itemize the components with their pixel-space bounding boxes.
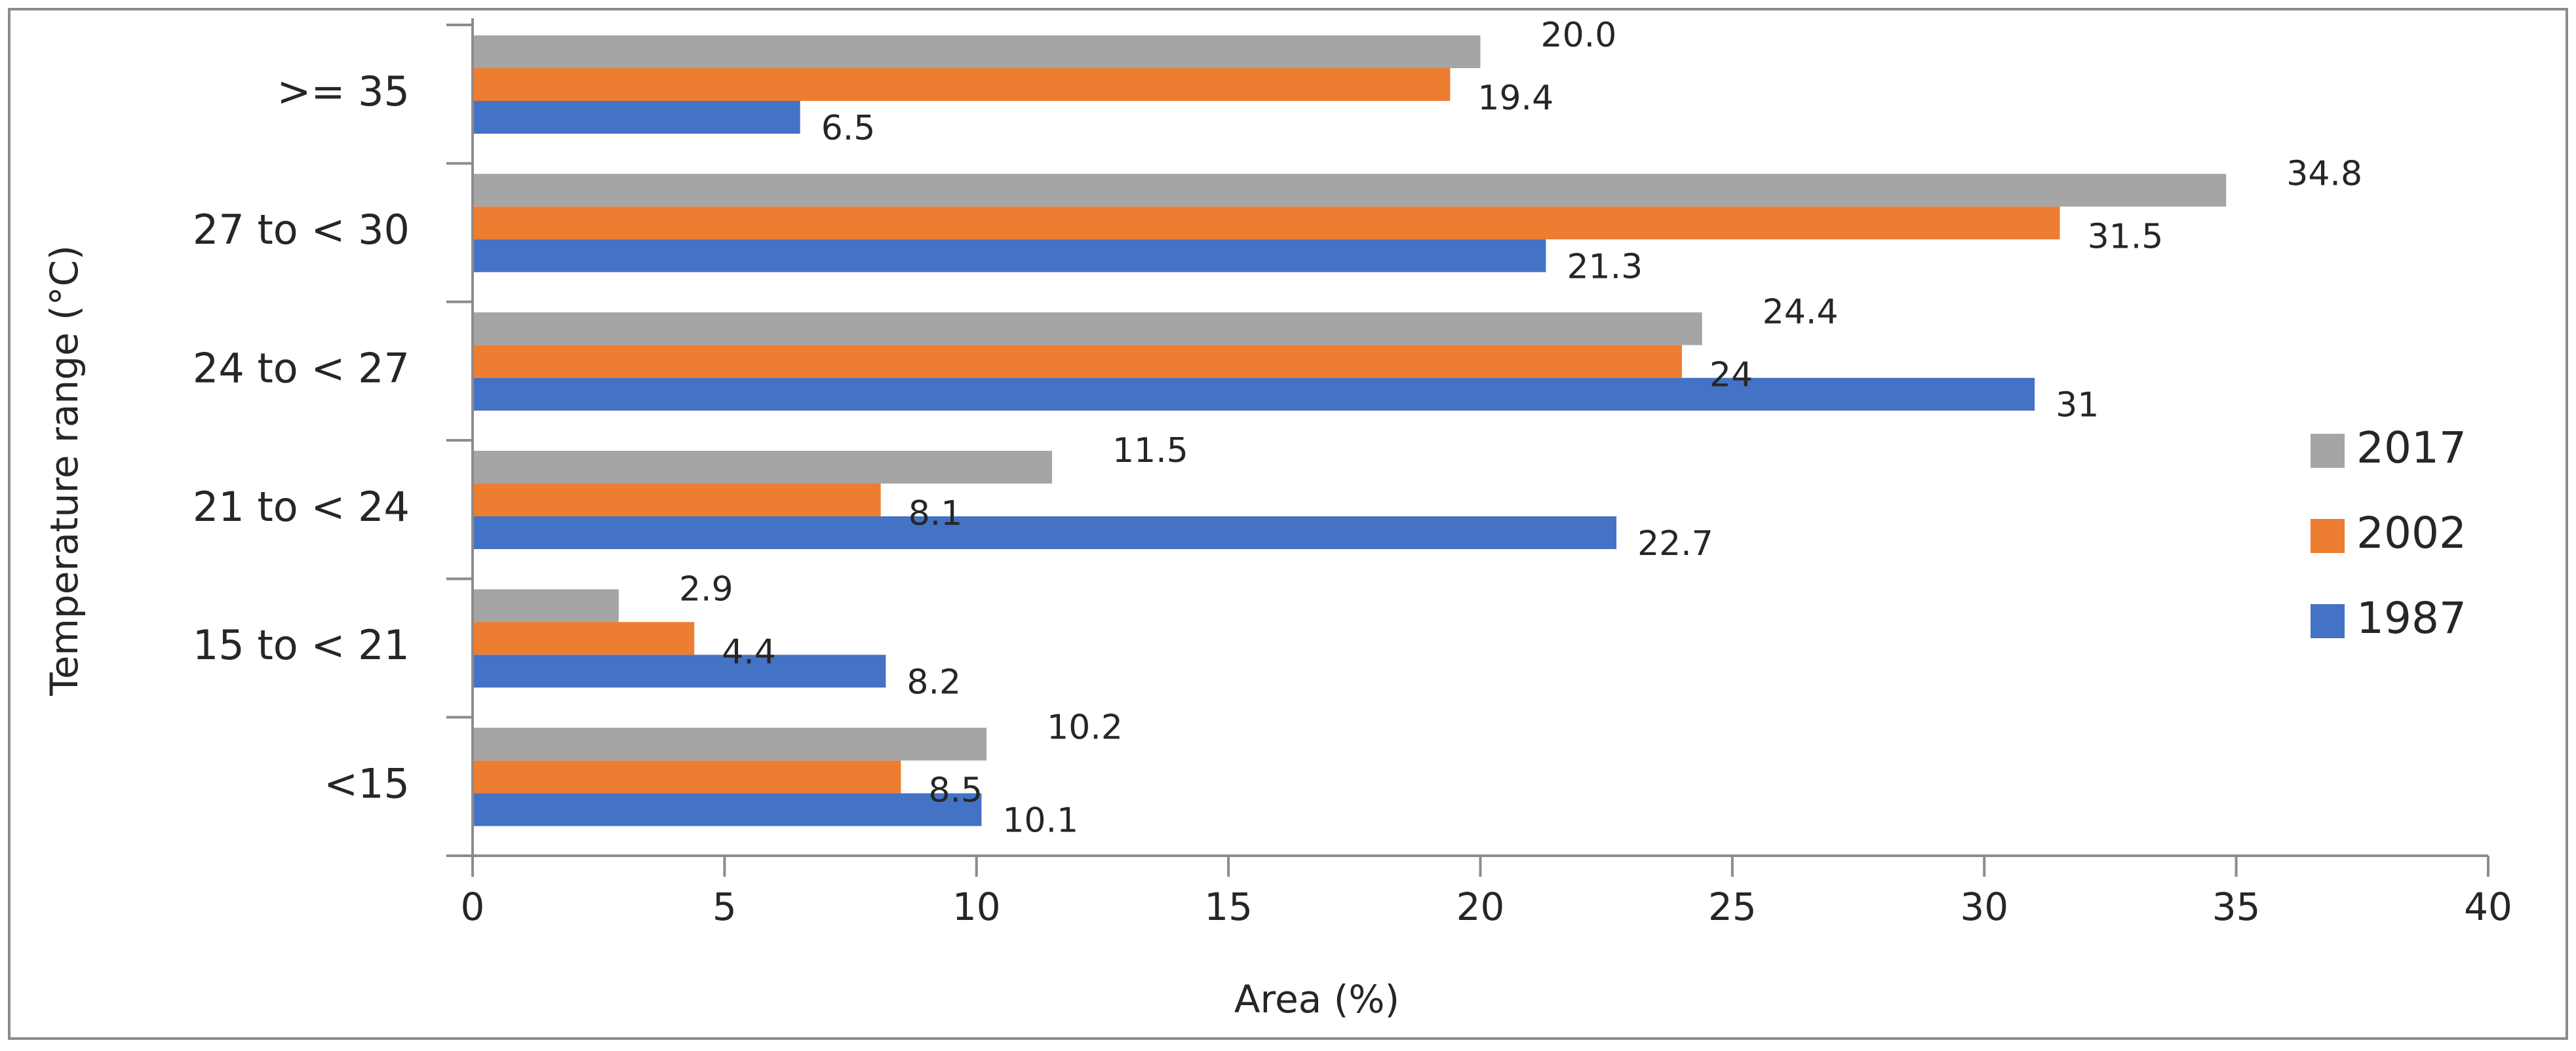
bar-1987-15 <box>473 793 982 826</box>
data-label-1987-21-to-24: 22.7 <box>1637 524 1713 564</box>
x-tick-label-25: 25 <box>1708 885 1757 929</box>
legend-label-2002: 2002 <box>2356 508 2467 558</box>
legend: 2017 2002 1987 <box>2311 423 2467 643</box>
category-label-21-to-24: 21 to < 24 <box>193 483 410 531</box>
data-label-2017-15-to-21: 2.9 <box>679 569 733 609</box>
data-label-2017-15: 10.2 <box>1047 708 1123 748</box>
x-axis-title: Area (%) <box>1234 977 1399 1022</box>
data-label-1987-15-to-21: 8.2 <box>907 662 961 702</box>
bar-2017-27-to-30 <box>473 174 2227 207</box>
x-tick-label-10: 10 <box>952 885 1001 929</box>
legend-swatch-2002 <box>2311 519 2345 553</box>
category-label-24-to-27: 24 to < 27 <box>193 344 410 392</box>
data-label-2002-15-to-21: 4.4 <box>722 632 776 672</box>
bar-2017-35 <box>473 35 1481 68</box>
data-label-2002-21-to-24: 8.1 <box>908 494 963 533</box>
data-label-2017-21-to-24: 11.5 <box>1112 431 1188 470</box>
y-axis-title: Temperature range (°C) <box>42 245 87 697</box>
data-label-2002-27-to-30: 31.5 <box>2088 217 2164 256</box>
bar-2002-15 <box>473 760 901 793</box>
x-tick-label-20: 20 <box>1456 885 1505 929</box>
data-label-1987-24-to-27: 31 <box>2056 386 2099 425</box>
bar-2017-24-to-27 <box>473 312 1702 345</box>
axes-layer <box>446 18 2489 877</box>
bars-layer <box>473 35 2227 826</box>
bar-2002-15-to-21 <box>473 622 695 655</box>
data-label-1987-15: 10.1 <box>1002 801 1078 841</box>
data-label-1987-35: 6.5 <box>821 109 876 148</box>
bar-2002-27-to-30 <box>473 206 2060 240</box>
x-tick-label-5: 5 <box>712 885 737 929</box>
legend-swatch-1987 <box>2311 604 2345 638</box>
data-label-2017-27-to-30: 34.8 <box>2286 154 2362 193</box>
bar-1987-35 <box>473 101 800 134</box>
bar-labels-layer: 20.0 19.4 6.5 34.8 31.5 21.3 24.4 24 31 11.5 8.1 22… <box>679 16 2362 841</box>
bar-2017-21-to-24 <box>473 451 1053 484</box>
data-label-1987-27-to-30: 21.3 <box>1567 247 1643 286</box>
legend-label-2017: 2017 <box>2356 423 2467 473</box>
x-tick-label-0: 0 <box>461 885 485 929</box>
bar-2017-15-to-21 <box>473 589 619 622</box>
legend-swatch-2017 <box>2311 434 2345 468</box>
category-label-27-to-30: 27 to < 30 <box>193 206 410 254</box>
bar-2002-21-to-24 <box>473 484 881 516</box>
bar-2017-15 <box>473 727 987 761</box>
x-tick-label-35: 35 <box>2212 885 2261 929</box>
bar-2002-24-to-27 <box>473 345 1682 378</box>
category-label-35: >= 35 <box>277 67 410 115</box>
bar-1987-24-to-27 <box>473 377 2035 411</box>
x-ticks-layer: 0 5 10 15 20 25 30 35 40 <box>461 885 2512 929</box>
bar-2002-35 <box>473 68 1451 101</box>
category-label-15: <15 <box>324 759 410 807</box>
category-labels-layer: >= 35 27 to < 30 24 to < 27 21 to < 24 15 to… <box>193 67 410 808</box>
bar-1987-15-to-21 <box>473 655 886 688</box>
bar-1987-27-to-30 <box>473 239 1546 273</box>
x-tick-label-15: 15 <box>1204 885 1253 929</box>
data-label-2002-24-to-27: 24 <box>1709 356 1753 395</box>
data-label-2002-35: 19.4 <box>1477 79 1553 118</box>
legend-label-1987: 1987 <box>2356 593 2467 643</box>
category-label-15-to-21: 15 to < 21 <box>193 621 410 669</box>
bar-1987-21-to-24 <box>473 516 1617 549</box>
x-tick-label-30: 30 <box>1960 885 2008 929</box>
data-label-2002-15: 8.5 <box>928 771 983 811</box>
x-tick-label-40: 40 <box>2464 885 2512 929</box>
data-label-2017-24-to-27: 24.4 <box>1763 293 1839 332</box>
data-label-2017-35: 20.0 <box>1541 16 1617 55</box>
